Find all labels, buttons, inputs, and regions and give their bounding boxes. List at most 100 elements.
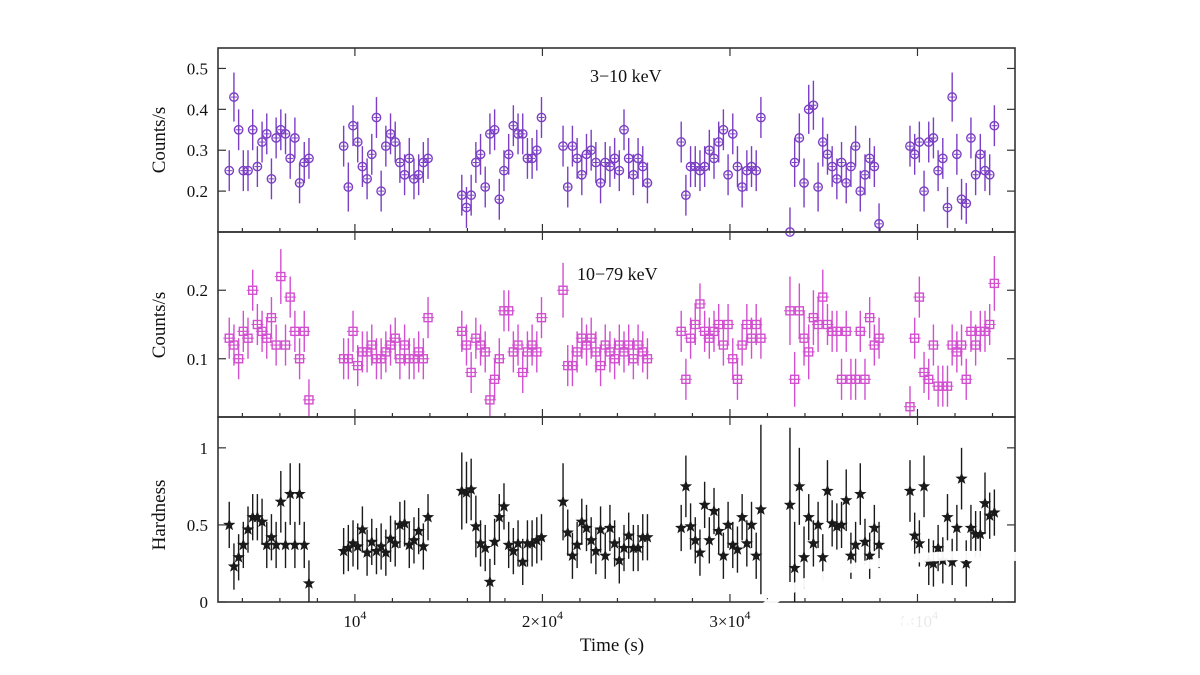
- soft-marker: [376, 186, 387, 197]
- hardness-marker: [840, 493, 853, 506]
- hardness-marker: [693, 546, 707, 558]
- hardness-data-point: [599, 532, 612, 579]
- soft-data-point: [280, 113, 291, 155]
- hardness-data-point: [636, 514, 649, 561]
- soft-marker: [494, 194, 505, 205]
- hardness-marker: [356, 523, 369, 535]
- hardness-data-point: [693, 529, 707, 576]
- hardness-data-point: [474, 520, 487, 567]
- hardness-data-point: [293, 463, 306, 525]
- soft-data-point: [531, 129, 542, 171]
- hardness-data-point: [302, 560, 316, 602]
- hardness-data-point: [227, 543, 241, 590]
- hardness-data-point: [745, 501, 758, 549]
- hardness-data-point: [507, 528, 520, 575]
- soft-band-data-points: [224, 72, 1000, 237]
- hard-data-point: [342, 338, 355, 380]
- hardness-data-point: [964, 504, 978, 552]
- hardness-marker: [502, 538, 515, 551]
- hardness-marker: [868, 521, 881, 534]
- hardness-data-point: [232, 534, 245, 581]
- hard-data-point: [960, 358, 973, 400]
- hardness-marker: [237, 538, 250, 551]
- hardness-marker: [497, 499, 511, 512]
- hardness-marker: [978, 496, 992, 509]
- hardness-marker: [835, 518, 848, 531]
- hardness-marker: [703, 533, 716, 546]
- hardness-marker: [599, 549, 612, 561]
- hardness-marker: [740, 536, 753, 549]
- soft-marker: [799, 178, 809, 188]
- hard-data-point: [788, 351, 801, 407]
- soft-marker: [928, 133, 939, 143]
- hard-data-point: [535, 297, 548, 339]
- soft-marker: [338, 141, 349, 152]
- soft-marker: [503, 149, 514, 160]
- soft-data-point: [727, 113, 738, 155]
- hardness-marker: [530, 533, 543, 546]
- soft-data-point: [619, 109, 629, 151]
- hardness-marker: [863, 549, 876, 561]
- hardness-data-point: [946, 538, 959, 586]
- hardness-data-point: [260, 521, 273, 569]
- hardness-data-point: [370, 528, 383, 575]
- hardness-marker: [712, 524, 725, 537]
- hardness-marker: [826, 516, 839, 529]
- soft-band-y-axis: 0.2 0.3 0.4 0.5: [187, 59, 1015, 201]
- soft-data-point: [755, 97, 766, 138]
- hardness-data-point: [689, 517, 702, 564]
- hardness-marker: [241, 523, 255, 535]
- soft-data-point: [813, 162, 823, 212]
- soft-data-point: [489, 109, 500, 151]
- hardness-marker: [465, 483, 478, 495]
- hardness-data-point: [627, 524, 640, 572]
- hardness-marker: [631, 541, 645, 554]
- hardness-marker: [469, 520, 482, 532]
- hardness-data-point: [969, 511, 982, 558]
- hard-data-point: [955, 324, 968, 366]
- soft-data-point: [937, 137, 948, 179]
- hardness-marker: [802, 510, 815, 523]
- soft-y-tick-label: 0.3: [187, 141, 208, 160]
- hardness-marker: [585, 533, 598, 546]
- soft-data-point: [914, 121, 925, 163]
- hardness-data-point: [356, 506, 369, 553]
- hardness-data-point: [908, 512, 921, 559]
- hardness-marker: [807, 536, 820, 549]
- hardness-marker: [421, 510, 435, 523]
- hardness-marker: [622, 529, 635, 541]
- x-tick-label-base: 10: [343, 612, 360, 631]
- hardness-data-point: [288, 521, 302, 569]
- hardness-data-point: [978, 472, 992, 535]
- hard-data-point: [422, 297, 435, 339]
- panel-hardness: 00.51 Hardness: [149, 416, 1016, 612]
- soft-marker: [423, 153, 433, 164]
- x-tick-label-exponent: 4: [557, 608, 563, 622]
- hardness-marker: [675, 521, 688, 534]
- hardness-marker: [589, 544, 603, 557]
- hardness-data-point: [603, 504, 617, 552]
- hardness-data-point: [566, 532, 579, 579]
- soft-marker: [517, 128, 528, 139]
- hardness-data-point: [974, 511, 987, 558]
- hardness-marker: [964, 521, 978, 534]
- soft-data-point: [517, 113, 528, 155]
- soft-data-point: [536, 97, 547, 138]
- soft-marker: [869, 161, 880, 172]
- soft-marker: [475, 149, 486, 160]
- soft-data-point: [869, 146, 880, 188]
- hardness-marker: [417, 540, 430, 552]
- hardness-data-point: [903, 460, 917, 522]
- hardness-data-point: [631, 524, 645, 572]
- soft-data-point: [874, 203, 884, 232]
- soft-data-point: [966, 117, 976, 159]
- soft-data-point: [951, 133, 962, 175]
- hardness-data-point: [561, 509, 574, 556]
- soft-data-point: [494, 178, 505, 220]
- hardness-marker: [535, 530, 548, 543]
- hardness-data-point: [698, 481, 711, 528]
- hardness-data-points: [223, 424, 1001, 602]
- soft-marker: [794, 133, 805, 143]
- soft-marker: [562, 182, 573, 192]
- hardness-marker: [360, 546, 374, 558]
